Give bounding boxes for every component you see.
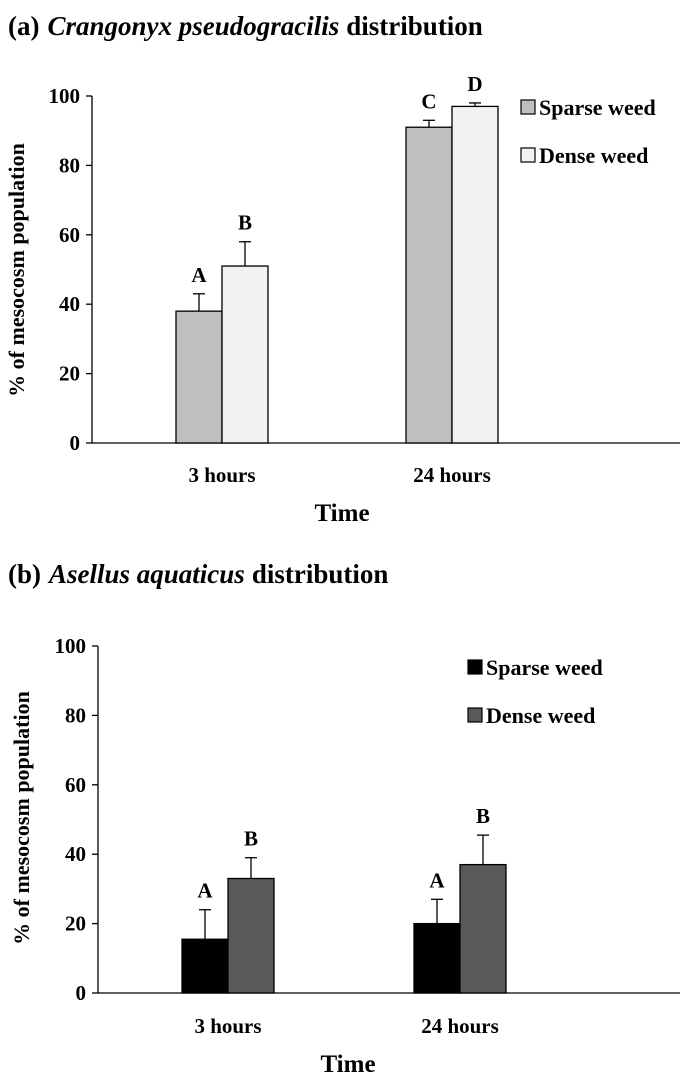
panel-b-bar: [181, 938, 229, 994]
panel-b-y-tick-label: 20: [65, 912, 86, 936]
panel-a-legend-label: Sparse weed: [539, 95, 656, 120]
panel-b-legend-swatch: [467, 659, 483, 675]
panel-a-title: (a) Crangonyx pseudogracilis distribution: [8, 11, 483, 41]
panel-a-category-label: 24 hours: [413, 463, 491, 487]
panel-a-legend-swatch: [520, 99, 536, 115]
panel-b-bar: [459, 863, 507, 994]
panel-a-bar: [175, 310, 223, 444]
panel-b-legend-swatch: [467, 707, 483, 723]
panel-b-legend-label: Sparse weed: [486, 655, 603, 680]
panel-b-category-label: 3 hours: [194, 1014, 261, 1038]
panel-b-y-tick-label: 40: [65, 842, 86, 866]
panel-b-significance-letter: B: [476, 804, 490, 828]
panel-b-y-tick-label: 0: [76, 981, 87, 1005]
panel-a-y-tick-label: 60: [59, 223, 80, 247]
panel-a-plot: 0 20 40 60 80 100 A B 3 hours C D 24 hours Sparse we…: [49, 72, 680, 487]
panel-a-y-axis-title: % of mesocosm population: [4, 143, 29, 397]
panel-b-title-suffix: distribution: [252, 559, 389, 589]
panel-b-plot: 0 20 40 60 80 100 A B 3 hours A B 24 hours Sparse we…: [55, 634, 680, 1038]
panel-b-category-label: 24 hours: [421, 1014, 499, 1038]
panel-b: (b) Asellus aquaticus distribution % of me…: [8, 559, 680, 1078]
panel-a-species: Crangonyx pseudogracilis: [47, 11, 339, 41]
panel-a-y-tick-label: 0: [70, 431, 81, 455]
panel-b-y-tick-label: 80: [65, 703, 86, 727]
panel-b-x-axis-title: Time: [320, 1051, 375, 1078]
panel-b-y-axis-title: % of mesocosm population: [9, 691, 34, 945]
panel-a-significance-letter: A: [191, 263, 207, 287]
panel-a-y-tick-label: 40: [59, 292, 80, 316]
panel-a-significance-letter: C: [421, 89, 436, 113]
panel-a-x-axis-title: Time: [314, 500, 369, 527]
panel-b-significance-letter: B: [244, 827, 258, 851]
panel-a: (a) Crangonyx pseudogracilis distribution …: [4, 11, 680, 527]
panel-a-legend-swatch: [520, 147, 536, 163]
panel-b-bar: [413, 922, 461, 994]
panel-a-y-tick-label: 20: [59, 362, 80, 386]
panel-a-title-suffix: distribution: [346, 11, 483, 41]
panel-a-label: (a): [8, 11, 39, 41]
panel-b-y-tick-label: 60: [65, 773, 86, 797]
panel-b-title: (b) Asellus aquaticus distribution: [8, 559, 388, 589]
panel-a-bar: [221, 265, 269, 444]
panel-b-y-tick-label: 100: [55, 634, 87, 658]
panel-a-significance-letter: D: [467, 72, 482, 96]
panel-b-significance-letter: A: [429, 868, 445, 892]
panel-b-species: Asellus aquaticus: [47, 559, 245, 589]
panel-a-bar: [451, 105, 499, 444]
panel-a-legend-label: Dense weed: [539, 143, 648, 168]
panel-b-label: (b): [8, 559, 41, 589]
panel-b-significance-letter: A: [197, 879, 213, 903]
panel-a-bar: [405, 126, 453, 444]
panel-a-category-label: 3 hours: [188, 463, 255, 487]
panel-b-legend-label: Dense weed: [486, 703, 595, 728]
panel-b-bar: [227, 877, 275, 994]
panel-a-y-tick-label: 80: [59, 153, 80, 177]
panel-a-y-tick-label: 100: [49, 84, 81, 108]
panel-a-significance-letter: B: [238, 211, 252, 235]
